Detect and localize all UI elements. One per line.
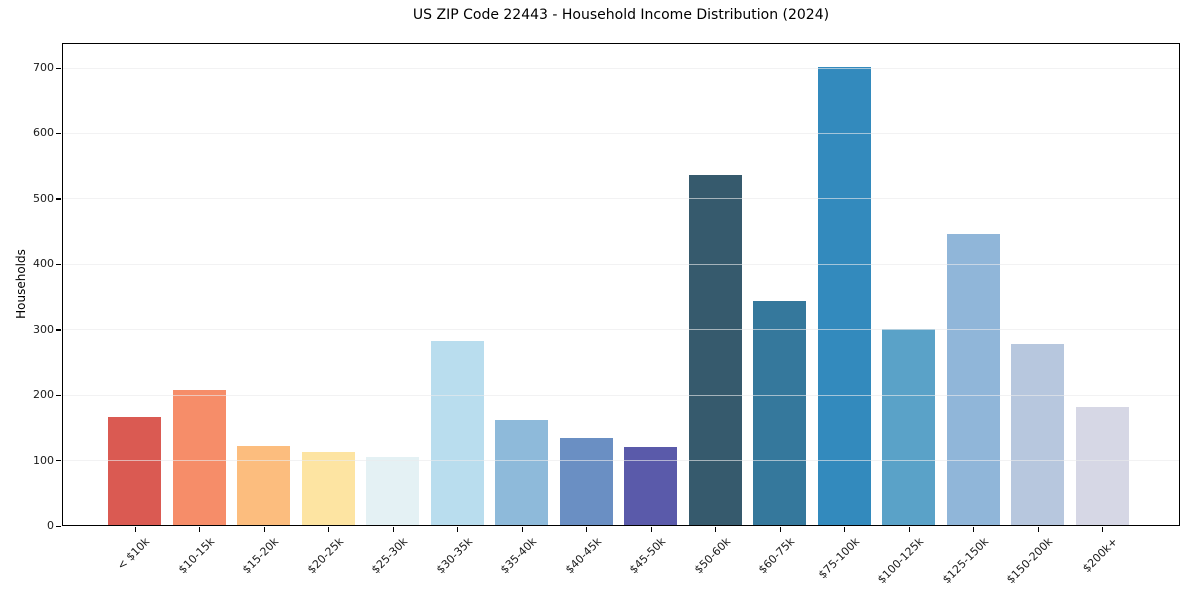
bar-$125-150k bbox=[946, 233, 1000, 525]
x-tick-mark-$10-15k bbox=[199, 526, 201, 532]
bar-$10-15k bbox=[172, 390, 226, 525]
gridline-y-100 bbox=[63, 460, 1179, 462]
y-tick-label-100: 100 bbox=[33, 453, 54, 467]
y-tick-label-0: 0 bbox=[47, 519, 54, 532]
y-tick-mark-500 bbox=[56, 198, 61, 200]
gridline-y-600 bbox=[63, 132, 1179, 134]
y-tick-label-200: 200 bbox=[33, 388, 54, 402]
bar-$20-25k bbox=[301, 451, 355, 525]
x-tick-mark-$150-200k bbox=[1037, 526, 1039, 532]
bar-< $10k bbox=[108, 417, 161, 525]
bar-$35-40k bbox=[495, 420, 548, 525]
x-tick-mark-$20-25k bbox=[328, 526, 330, 532]
x-tick-mark-$75-100k bbox=[844, 526, 846, 532]
gridline-y-300 bbox=[63, 329, 1179, 331]
bar-$75-100k bbox=[817, 67, 871, 525]
x-tick-label-< $10k: < $10k bbox=[114, 535, 153, 573]
plot-area bbox=[62, 43, 1180, 526]
x-tick-mark-$100-125k bbox=[908, 526, 910, 532]
gridline-y-400 bbox=[63, 263, 1179, 265]
gridline-y-200 bbox=[63, 394, 1179, 396]
x-tick-mark-$125-150k bbox=[973, 526, 975, 532]
y-tick-mark-200 bbox=[56, 394, 61, 396]
x-tick-mark-$200k+ bbox=[1102, 526, 1104, 532]
y-tick-label-300: 300 bbox=[33, 322, 54, 336]
x-tick-mark-$15-20k bbox=[263, 526, 265, 532]
y-tick-label-400: 400 bbox=[33, 257, 54, 271]
y-tick-mark-0 bbox=[56, 525, 61, 527]
y-tick-mark-300 bbox=[56, 329, 61, 331]
x-tick-mark-$45-50k bbox=[650, 526, 652, 532]
bar-$150-200k bbox=[1011, 344, 1064, 525]
x-tick-mark-$35-40k bbox=[521, 526, 523, 532]
bar-$200k+ bbox=[1075, 407, 1129, 525]
x-tick-mark-$60-75k bbox=[779, 526, 781, 532]
bar-$40-45k bbox=[559, 437, 613, 525]
y-tick-mark-400 bbox=[56, 263, 61, 266]
bar-$45-50k bbox=[624, 447, 677, 525]
gridline-y-500 bbox=[63, 198, 1179, 200]
y-tick-mark-600 bbox=[56, 132, 61, 135]
bar-$50-60k bbox=[688, 174, 742, 525]
y-tick-label-700: 700 bbox=[33, 61, 54, 74]
bar-$30-35k bbox=[430, 340, 484, 525]
bar-$25-30k bbox=[366, 456, 419, 525]
x-tick-mark-$25-30k bbox=[392, 526, 394, 532]
x-tick-mark-$50-60k bbox=[715, 526, 717, 532]
x-tick-mark-$40-45k bbox=[586, 526, 588, 532]
y-tick-label-500: 500 bbox=[33, 191, 54, 205]
x-tick-mark-$30-35k bbox=[457, 526, 459, 532]
bar-$100-125k bbox=[882, 328, 935, 525]
bar-$15-20k bbox=[237, 445, 290, 525]
gridline-y-700 bbox=[63, 67, 1179, 69]
bar-$60-75k bbox=[753, 300, 806, 525]
chart-title: US ZIP Code 22443 - Household Income Dis… bbox=[412, 7, 830, 23]
x-tick-mark-< $10k bbox=[134, 526, 136, 532]
y-tick-mark-100 bbox=[56, 460, 61, 462]
y-tick-label-600: 600 bbox=[33, 126, 54, 140]
y-tick-mark-700 bbox=[56, 67, 61, 69]
